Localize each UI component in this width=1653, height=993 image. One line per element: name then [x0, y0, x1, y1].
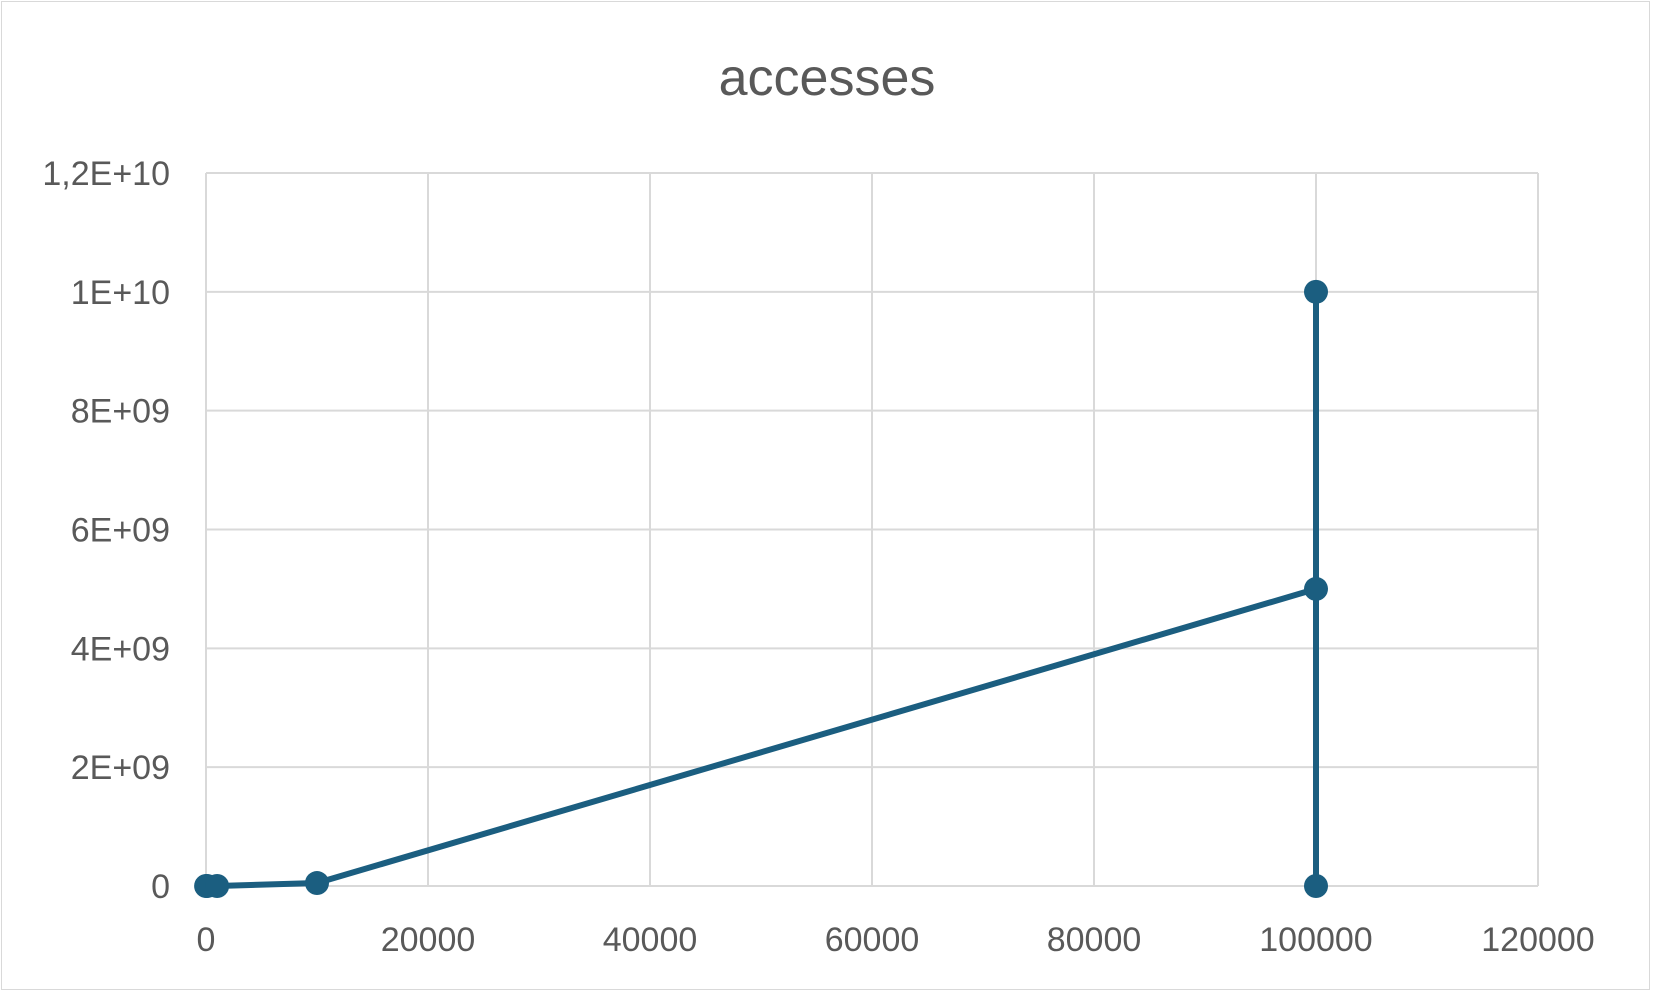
x-tick-label: 40000: [603, 921, 698, 959]
data-point: [1304, 576, 1328, 601]
y-tick-label: 1E+10: [71, 274, 170, 312]
y-tick-label: 6E+09: [71, 512, 170, 550]
data-point: [205, 874, 230, 898]
series-group: [194, 279, 1328, 898]
y-tick-label: 1,2E+10: [42, 155, 170, 193]
series-line: [204, 291, 1319, 889]
data-point: [305, 871, 329, 896]
x-tick-label: 20000: [381, 921, 476, 959]
x-tick-label: 120000: [1481, 921, 1594, 959]
x-tick-label: 60000: [825, 921, 920, 959]
data-point: [1304, 279, 1328, 304]
y-tick-label: 2E+09: [71, 749, 170, 787]
y-tick-label: 4E+09: [71, 630, 170, 668]
x-tick-label: 80000: [1047, 921, 1142, 959]
y-tick-label: 8E+09: [71, 393, 170, 431]
x-tick-label: 100000: [1259, 921, 1372, 959]
x-tick-label: 0: [197, 921, 216, 959]
data-point: [1304, 874, 1328, 898]
y-tick-label: 0: [151, 868, 170, 906]
gridlines: [205, 172, 1539, 887]
axes: 0 20000 40000 60000 80000 100000 120000 0 2E+09 4…: [42, 155, 1594, 959]
chart-title: accesses: [719, 49, 936, 107]
